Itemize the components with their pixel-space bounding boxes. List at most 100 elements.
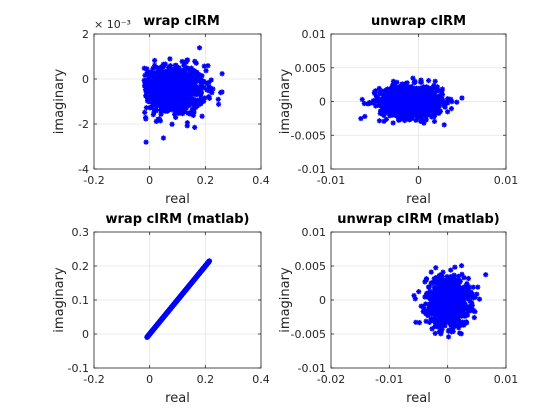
data-point	[379, 97, 385, 104]
data-point	[187, 110, 193, 116]
data-point	[387, 108, 393, 114]
data-point	[188, 92, 194, 98]
data-point	[451, 298, 457, 304]
data-point	[431, 118, 438, 125]
data-point	[206, 79, 212, 86]
data-point	[376, 102, 382, 109]
y-tick-label: -2	[78, 118, 89, 131]
data-point	[437, 287, 443, 293]
data-point	[179, 70, 185, 76]
data-point	[163, 108, 170, 114]
data-point	[410, 75, 416, 81]
data-point	[427, 89, 433, 95]
data-point	[437, 321, 443, 327]
data-point	[384, 101, 390, 108]
data-point	[167, 56, 173, 62]
data-point	[190, 112, 196, 118]
data-point	[417, 85, 423, 91]
data-point	[452, 277, 459, 283]
y-tick-label: 0.1	[72, 294, 90, 307]
data-point	[465, 275, 472, 282]
data-point	[449, 291, 456, 298]
data-point	[186, 84, 192, 90]
data-point	[150, 65, 156, 71]
x-axis-label: real	[165, 391, 190, 406]
data-point	[147, 104, 154, 111]
data-point	[165, 105, 171, 111]
data-point	[425, 107, 431, 114]
data-point	[182, 97, 188, 103]
data-point	[162, 87, 168, 93]
data-point	[169, 121, 175, 127]
data-point	[439, 274, 445, 280]
data-point	[172, 96, 178, 103]
data-point	[447, 307, 453, 313]
data-point	[431, 284, 437, 290]
data-point	[404, 90, 410, 96]
data-point	[438, 329, 444, 336]
data-point	[389, 87, 395, 93]
data-point	[391, 99, 397, 105]
data-point	[167, 90, 173, 96]
data-point	[446, 300, 452, 306]
data-point	[394, 79, 400, 85]
data-point	[441, 309, 447, 315]
panel-wrap-cirm-matlab: -0.2 0 0.2 0.4 -0.1 0 0.1 0.2 0.3 wrap cIRM (mat…	[52, 212, 270, 406]
data-point	[468, 294, 475, 300]
data-point	[154, 97, 160, 103]
data-point	[194, 91, 200, 97]
x-tick-label: 0.4	[252, 174, 270, 187]
data-point	[432, 112, 438, 118]
data-point	[170, 95, 176, 101]
data-point	[472, 294, 478, 300]
data-point	[182, 69, 188, 75]
data-point	[446, 317, 453, 323]
data-point	[160, 64, 166, 70]
data-point	[169, 89, 176, 95]
data-point	[464, 287, 470, 293]
data-point	[429, 114, 435, 120]
data-point	[438, 298, 444, 304]
data-point	[436, 272, 442, 279]
data-point	[393, 84, 400, 91]
data-point	[167, 63, 174, 69]
data-point	[180, 86, 186, 93]
data-point	[171, 72, 177, 78]
data-point	[372, 90, 378, 97]
data-point	[441, 317, 447, 323]
data-point	[377, 110, 383, 117]
x-tick-label: 0	[444, 373, 451, 386]
data-point	[413, 117, 419, 123]
data-point	[146, 99, 152, 105]
data-point	[449, 287, 455, 293]
data-point	[383, 104, 389, 110]
data-point	[158, 66, 164, 72]
data-point	[392, 81, 398, 87]
data-point	[411, 78, 418, 84]
data-point	[452, 301, 458, 307]
data-point	[142, 72, 148, 79]
y-axis-label: imaginary	[52, 267, 67, 333]
data-point	[186, 88, 192, 94]
data-point	[215, 96, 221, 102]
data-point	[454, 99, 460, 105]
x-tick-label: -0.2	[83, 373, 104, 386]
data-point	[407, 108, 413, 115]
data-point	[434, 95, 440, 101]
data-point	[209, 90, 215, 96]
data-point	[366, 100, 373, 106]
data-point	[469, 300, 475, 306]
data-point	[415, 105, 421, 111]
data-point	[377, 91, 383, 97]
data-point	[460, 308, 466, 314]
data-point	[419, 118, 425, 124]
data-point	[438, 311, 444, 317]
data-point	[406, 99, 412, 106]
data-point	[162, 99, 168, 105]
x-tick-label: 0.2	[197, 373, 215, 386]
data-point	[462, 313, 468, 319]
data-point	[441, 321, 447, 328]
data-point	[432, 293, 438, 299]
data-point	[397, 92, 403, 98]
